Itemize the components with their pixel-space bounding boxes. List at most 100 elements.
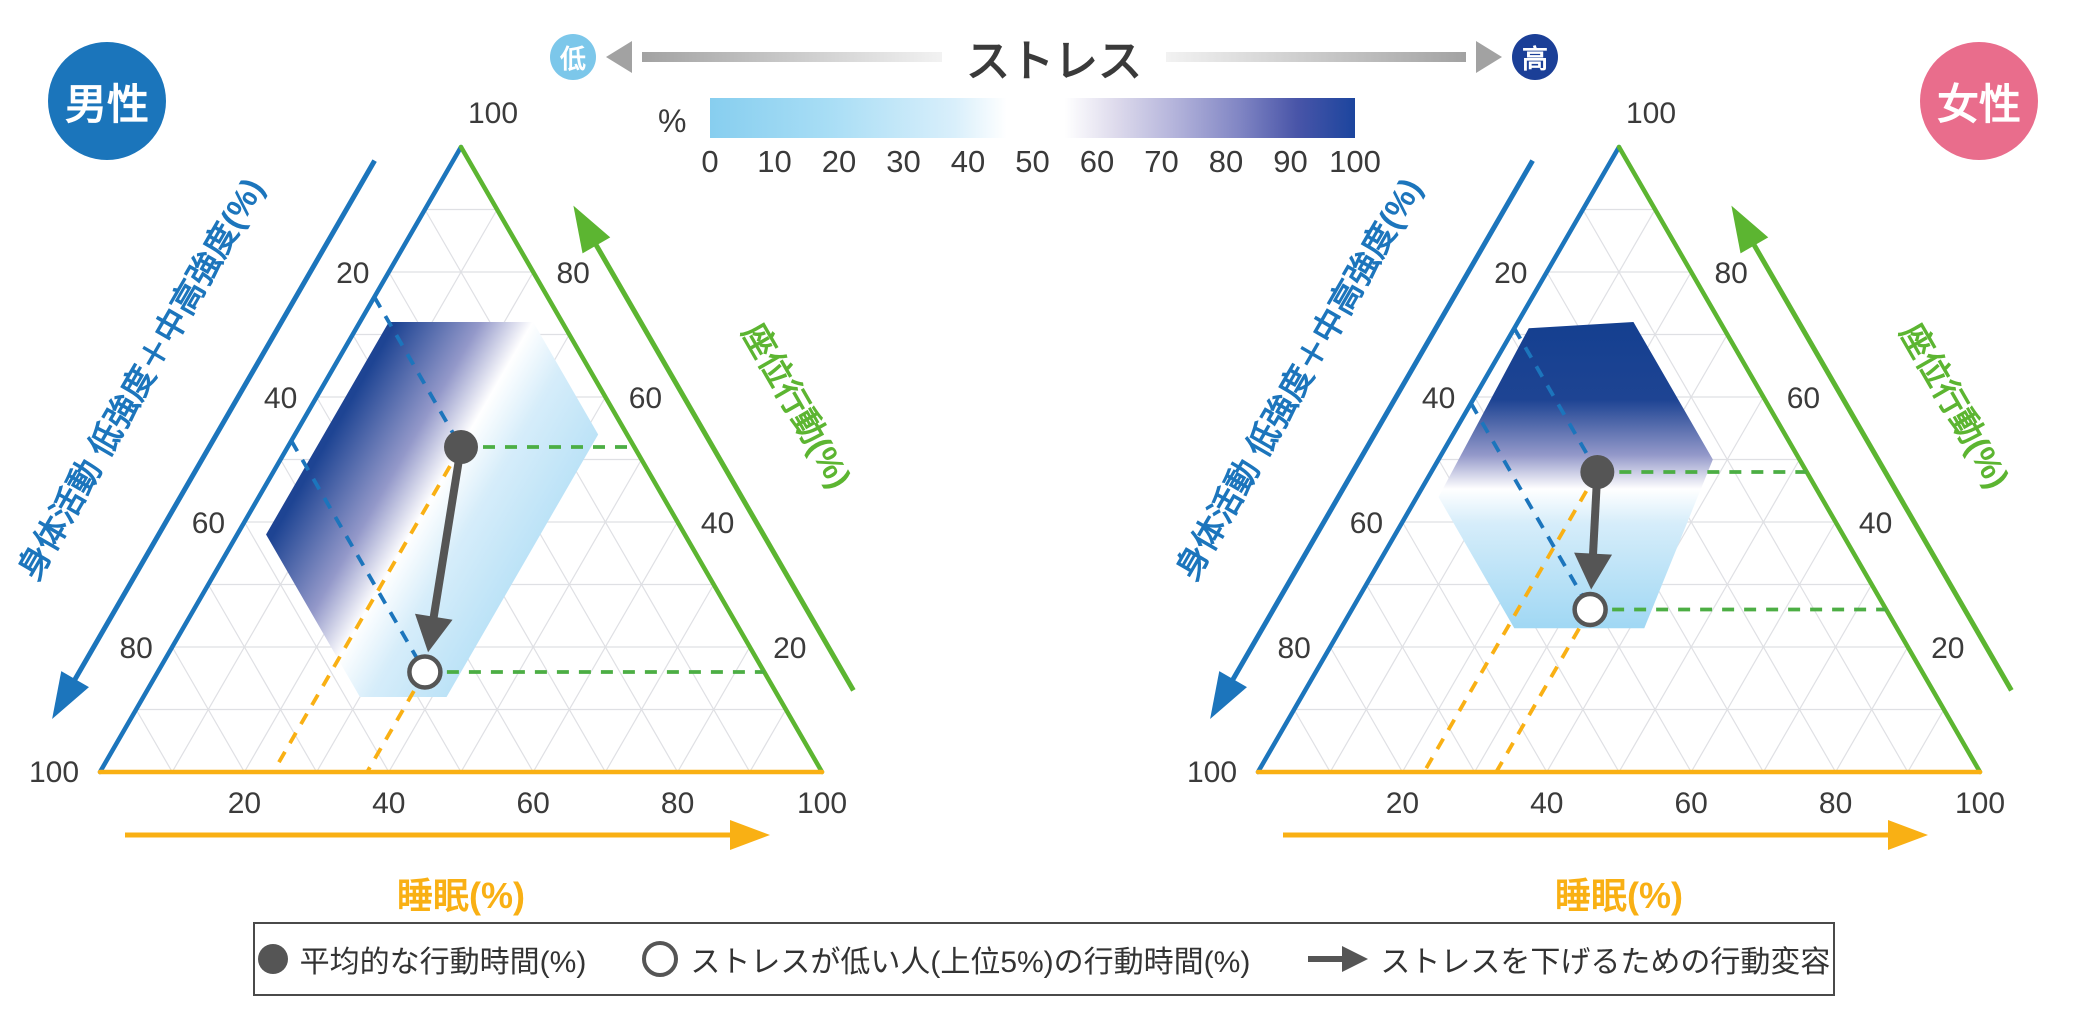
grid-line-pa [424, 209, 751, 773]
grid-line-sleep [1618, 459, 1801, 773]
axis-arrowhead-sleep [730, 820, 770, 850]
tick-label-pa: 80 [1278, 632, 1311, 665]
tick-label-sleep: 20 [1386, 787, 1419, 820]
legend-item-change: ストレスを下げるための行動変容 [1306, 937, 1830, 981]
colorbar-tick: 50 [1015, 144, 1050, 179]
tick-label-pa: 60 [192, 507, 225, 540]
colorbar-tick: 40 [950, 144, 986, 179]
guide-pa [289, 439, 427, 673]
guide-sleep [365, 671, 427, 773]
guide-sleep [271, 446, 463, 773]
arrow-right-icon [1476, 41, 1502, 73]
axis-label-sleep: 睡眠(%) [1555, 875, 1683, 916]
grid-line-sleep [749, 709, 787, 773]
guide-sleep [1422, 471, 1599, 773]
stress-title: ストレス [966, 37, 1142, 86]
legend-item-lowstress: ストレスが低い人(上位5%)の行動時間(%) [642, 937, 1250, 981]
grid-line-pa [1329, 646, 1403, 773]
colorbar-tick: 60 [1079, 144, 1115, 179]
stress-colorbar-legend: 低 ストレス 高 % 0 10 20 30 40 50 60 70 80 90 100 [534, 30, 1574, 184]
tick-label-pa: 40 [1422, 382, 1455, 415]
grid-line-pa [171, 646, 245, 773]
tick-label-pa: 40 [264, 382, 297, 415]
average-point [444, 430, 478, 464]
legend-average-label: 平均的な行動時間(%) [299, 946, 587, 979]
axis-arrowhead-physical-activity [1210, 671, 1247, 719]
behavior-change-arrowhead [415, 613, 453, 653]
colorbar-gradient [710, 98, 1355, 138]
tick-label-pa: 20 [336, 257, 369, 290]
axis-arrowhead-sleep [1888, 820, 1928, 850]
edge-physical-activity [97, 144, 464, 775]
grid-line-pa [1401, 521, 1548, 773]
behavior-change-arrowhead [1574, 552, 1613, 590]
arrow-right-shaft [1166, 52, 1466, 62]
grid-line-pa [1293, 709, 1331, 773]
colorbar-ticks: 0 10 20 30 40 50 60 70 80 90 100 [701, 144, 1380, 184]
grid-line-sleep [532, 521, 679, 773]
tick-label-pa: 60 [1350, 507, 1383, 540]
colorbar-tick: 70 [1144, 144, 1179, 179]
tick-label-pa-100: 100 [29, 756, 79, 789]
stress-region [266, 322, 599, 697]
lowstress-point [1572, 591, 1608, 628]
grid-line-pa [135, 709, 173, 773]
axis-label-physical-activity: 身体活動 低強度＋中高強度(%) [10, 172, 270, 586]
tick-label-sleep: 80 [661, 787, 694, 820]
guide-pa [372, 296, 463, 448]
grid-line-sleep [1762, 584, 1873, 773]
tick-label-sleep: 100 [797, 787, 847, 820]
axis-line-physical-activity [64, 159, 377, 695]
grid-line-sleep [677, 646, 751, 773]
grid-line-sleep [1835, 646, 1909, 773]
axis-label-sleep: 睡眠(%) [397, 875, 525, 916]
legend-box: 平均的な行動時間(%) ストレスが低い人(上位5%)の行動時間(%) ストレスを… [253, 922, 1835, 996]
tick-label-sedentary-100: 100 [1626, 97, 1676, 130]
tick-label-sleep: 60 [1675, 787, 1708, 820]
colorbar-unit: % [658, 103, 687, 139]
axis-label-sedentary: 座位行動(%) [1893, 317, 2017, 494]
tick-label-sedentary: 40 [1859, 507, 1892, 540]
stress-direction-row: 低 ストレス 高 [534, 30, 1574, 86]
grid-line-pa [243, 521, 390, 773]
axis-arrowhead-physical-activity [52, 671, 89, 719]
male-badge-label: 男性 [64, 80, 149, 128]
stress-region [1438, 322, 1713, 629]
average-point [1580, 455, 1615, 489]
stress-high-badge: 高 [1512, 34, 1558, 80]
axis-line-sedentary [1744, 230, 2014, 692]
female-badge-label: 女性 [1936, 80, 2021, 128]
axis-arrowhead-sedentary [573, 205, 611, 254]
open-circle-icon [642, 941, 679, 977]
grid-line-sleep [604, 584, 715, 773]
colorbar-wrap: % [658, 98, 1355, 139]
stress-high-label: 高 [1521, 43, 1548, 74]
colorbar-tick: 10 [757, 144, 792, 179]
legend-item-average: 平均的な行動時間(%) [257, 937, 587, 981]
behavior-change-arrow [429, 446, 465, 622]
grid-line-pa [1365, 584, 1476, 773]
grid-line-pa [207, 584, 318, 773]
tick-label-sleep: 80 [1819, 787, 1852, 820]
guide-pa [1469, 402, 1592, 611]
male-badge: 男性 [48, 42, 166, 160]
tick-label-sleep: 100 [1955, 787, 2005, 820]
tick-label-sedentary: 80 [557, 257, 590, 290]
arrow-left-shaft [642, 52, 942, 62]
axis-label-physical-activity: 身体活動 低強度＋中高強度(%) [1168, 172, 1428, 586]
grid-line-sleep [1907, 709, 1945, 773]
arrow-left-icon [606, 41, 632, 73]
tick-label-sedentary-100: 100 [468, 97, 518, 130]
colorbar-tick: 20 [821, 144, 857, 179]
stress-low-badge: 低 [550, 34, 596, 80]
tick-label-pa-100: 100 [1187, 756, 1237, 789]
edge-sedentary [458, 144, 825, 775]
tick-label-sedentary: 60 [1787, 382, 1820, 415]
grid-line-pa [1582, 209, 1909, 773]
tick-label-sleep: 20 [228, 787, 261, 820]
tick-label-pa: 80 [120, 632, 153, 665]
tick-label-sleep: 40 [372, 787, 405, 820]
